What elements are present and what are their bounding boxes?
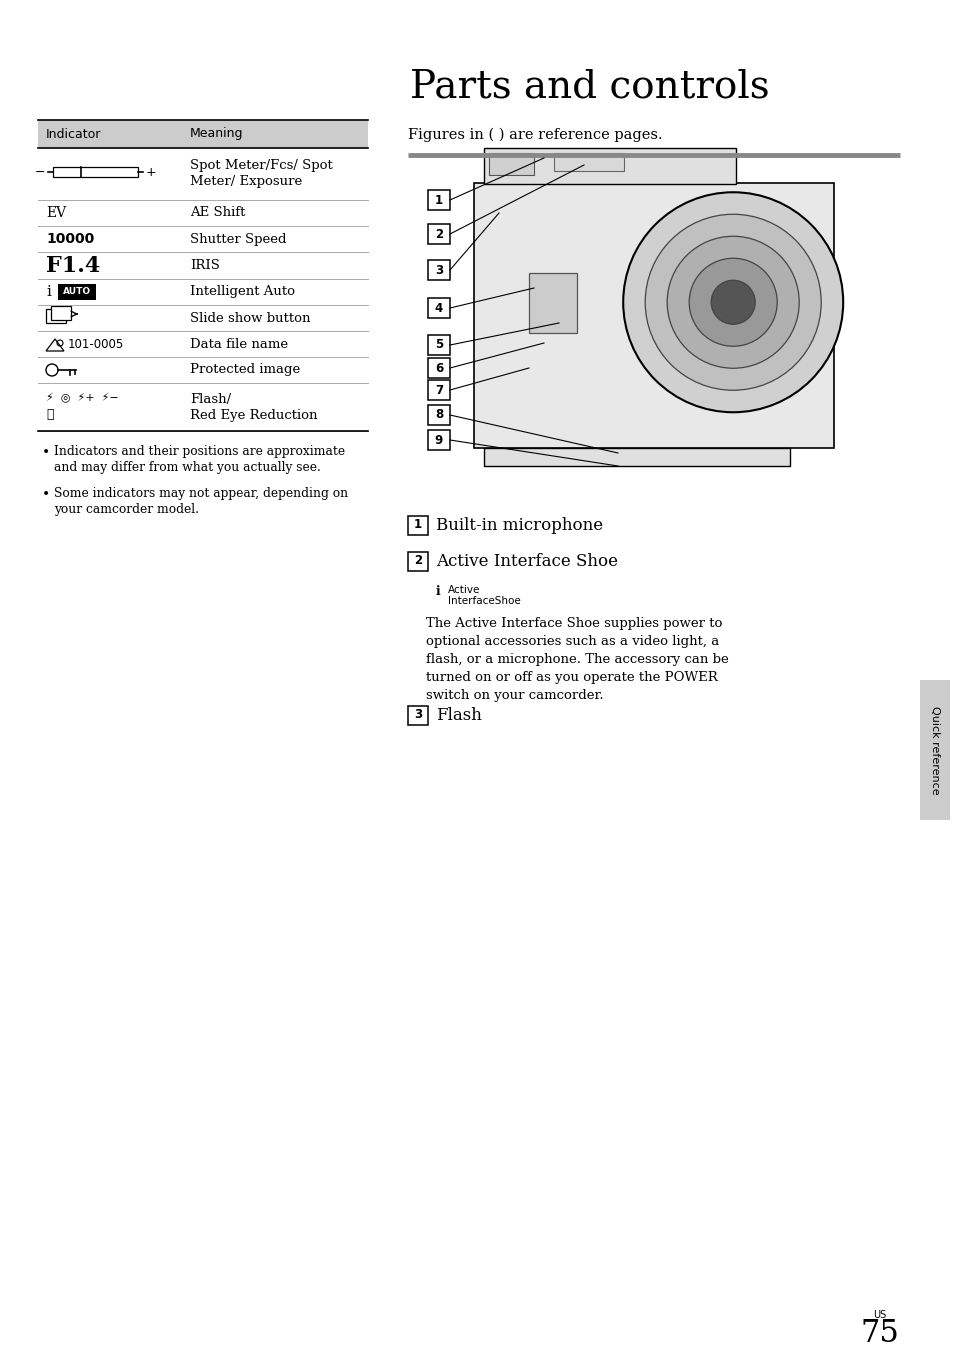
Text: 5: 5 bbox=[435, 338, 442, 351]
Text: −: − bbox=[34, 166, 45, 179]
Text: 7: 7 bbox=[435, 384, 442, 396]
Text: •: • bbox=[42, 487, 51, 501]
Text: Active: Active bbox=[448, 585, 480, 594]
Text: 6: 6 bbox=[435, 361, 442, 375]
Text: 9: 9 bbox=[435, 433, 442, 446]
Text: Spot Meter/Fcs/ Spot: Spot Meter/Fcs/ Spot bbox=[190, 160, 333, 172]
Text: Flash: Flash bbox=[436, 707, 481, 723]
Text: 4: 4 bbox=[435, 301, 442, 315]
Text: your camcorder model.: your camcorder model. bbox=[54, 503, 199, 516]
Text: 8: 8 bbox=[435, 408, 442, 422]
Text: Figures in ( ) are reference pages.: Figures in ( ) are reference pages. bbox=[408, 128, 662, 142]
Bar bbox=[408, 706, 428, 725]
Circle shape bbox=[688, 258, 777, 346]
Text: optional accessories such as a video light, a: optional accessories such as a video lig… bbox=[426, 635, 719, 649]
Text: Data file name: Data file name bbox=[190, 338, 288, 350]
Text: Parts and controls: Parts and controls bbox=[410, 68, 769, 104]
Text: IRIS: IRIS bbox=[190, 259, 219, 271]
Bar bbox=[46, 309, 66, 323]
Text: ⚡  ◎  ⚡+  ⚡−: ⚡ ◎ ⚡+ ⚡− bbox=[46, 392, 118, 402]
Bar bbox=[428, 380, 450, 400]
Text: +: + bbox=[146, 166, 156, 179]
Bar bbox=[474, 183, 833, 448]
Bar bbox=[428, 404, 450, 425]
Text: Intelligent Auto: Intelligent Auto bbox=[190, 285, 294, 299]
Text: AUTO: AUTO bbox=[63, 288, 91, 296]
Text: Active Interface Shoe: Active Interface Shoe bbox=[436, 552, 618, 570]
Text: and may differ from what you actually see.: and may differ from what you actually se… bbox=[54, 461, 320, 474]
Text: InterfaceShoe: InterfaceShoe bbox=[448, 596, 520, 607]
Text: switch on your camcorder.: switch on your camcorder. bbox=[426, 689, 603, 702]
Text: US: US bbox=[872, 1310, 885, 1320]
Text: i: i bbox=[46, 285, 51, 299]
Text: F1.4: F1.4 bbox=[46, 255, 100, 277]
Circle shape bbox=[710, 281, 755, 324]
Bar bbox=[428, 358, 450, 379]
Bar bbox=[428, 430, 450, 451]
Text: turned on or off as you operate the POWER: turned on or off as you operate the POWE… bbox=[426, 670, 717, 684]
Text: Indicators and their positions are approximate: Indicators and their positions are appro… bbox=[54, 445, 345, 459]
Bar bbox=[58, 284, 96, 300]
Bar bbox=[428, 335, 450, 356]
Text: The Active Interface Shoe supplies power to: The Active Interface Shoe supplies power… bbox=[426, 617, 721, 630]
Bar bbox=[428, 224, 450, 244]
Bar bbox=[529, 273, 577, 332]
Bar bbox=[919, 680, 949, 820]
Text: Meaning: Meaning bbox=[190, 128, 243, 141]
Text: Indicator: Indicator bbox=[46, 128, 101, 141]
Text: 75: 75 bbox=[860, 1318, 899, 1349]
Text: 3: 3 bbox=[414, 708, 421, 722]
Bar bbox=[53, 167, 138, 176]
Text: 10000: 10000 bbox=[46, 232, 94, 246]
Bar bbox=[408, 516, 428, 535]
Text: Slide show button: Slide show button bbox=[190, 312, 310, 324]
Bar bbox=[428, 299, 450, 318]
Text: ℹ: ℹ bbox=[436, 585, 440, 598]
Text: Meter/ Exposure: Meter/ Exposure bbox=[190, 175, 302, 189]
Bar bbox=[554, 153, 623, 171]
Text: 3: 3 bbox=[435, 263, 442, 277]
Text: 101-0005: 101-0005 bbox=[68, 338, 124, 351]
Text: Flash/: Flash/ bbox=[190, 392, 231, 406]
Circle shape bbox=[622, 193, 842, 413]
Bar bbox=[489, 153, 534, 175]
Text: Some indicators may not appear, depending on: Some indicators may not appear, dependin… bbox=[54, 487, 348, 499]
Text: Quick reference: Quick reference bbox=[929, 706, 939, 794]
Bar bbox=[428, 190, 450, 210]
Text: Shutter Speed: Shutter Speed bbox=[190, 232, 286, 246]
Bar bbox=[38, 119, 368, 148]
Bar bbox=[483, 448, 789, 465]
Bar bbox=[408, 551, 428, 570]
Text: Ⓢ: Ⓢ bbox=[46, 408, 53, 422]
Text: 1: 1 bbox=[414, 518, 421, 532]
Text: Built-in microphone: Built-in microphone bbox=[436, 517, 602, 533]
Text: Red Eye Reduction: Red Eye Reduction bbox=[190, 408, 317, 422]
Circle shape bbox=[644, 214, 821, 391]
Text: 1: 1 bbox=[435, 194, 442, 206]
Text: flash, or a microphone. The accessory can be: flash, or a microphone. The accessory ca… bbox=[426, 653, 728, 666]
Bar bbox=[428, 261, 450, 280]
Text: •: • bbox=[42, 445, 51, 459]
Text: Protected image: Protected image bbox=[190, 364, 300, 376]
Text: AE Shift: AE Shift bbox=[190, 206, 245, 220]
Text: 2: 2 bbox=[414, 555, 421, 567]
Text: 2: 2 bbox=[435, 228, 442, 240]
Bar bbox=[51, 305, 71, 320]
Circle shape bbox=[666, 236, 799, 368]
Text: EV: EV bbox=[46, 206, 66, 220]
Bar bbox=[483, 148, 735, 185]
